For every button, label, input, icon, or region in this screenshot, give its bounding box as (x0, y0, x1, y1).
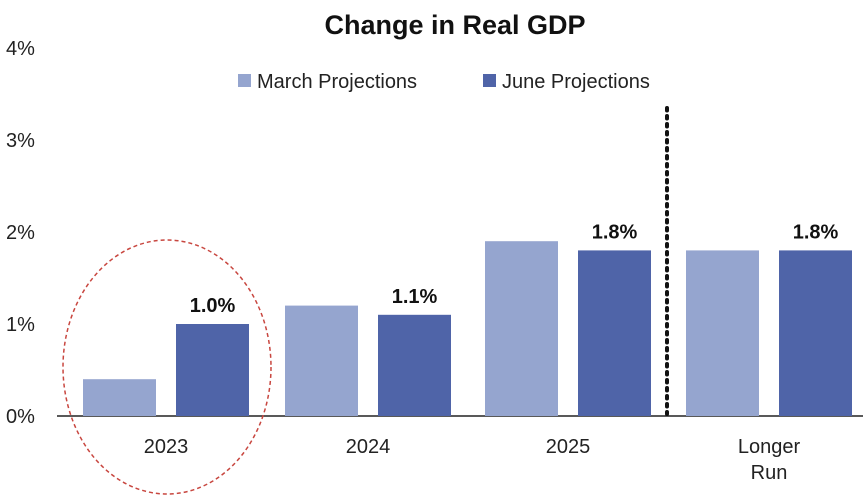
bar-june-3 (779, 250, 852, 416)
bar-june-2 (578, 250, 651, 416)
bar-march-1 (285, 305, 358, 416)
category-label: 2024 (346, 436, 391, 458)
category-label: Longer (738, 436, 801, 458)
bar-june-0 (176, 324, 249, 416)
y-tick-label: 1% (6, 314, 35, 336)
data-label-june-0: 1.0% (190, 295, 236, 317)
y-tick-label: 0% (6, 406, 35, 428)
category-labels: 2023 2024 2025 Longer Run (144, 436, 801, 484)
legend-swatch-march (238, 74, 251, 87)
bar-march-3 (686, 250, 759, 416)
legend: March Projections June Projections (238, 71, 650, 93)
data-label-june-2: 1.8% (592, 221, 638, 243)
bar-june-1 (378, 314, 451, 416)
y-axis: 0% 1% 2% 3% 4% (6, 38, 35, 428)
category-label: 2023 (144, 436, 189, 458)
legend-label-june: June Projections (502, 71, 650, 93)
category-label: Run (751, 462, 788, 484)
chart-title: Change in Real GDP (324, 10, 585, 40)
legend-label-march: March Projections (257, 71, 417, 93)
highlight-2023-circle (62, 239, 272, 495)
data-label-june-3: 1.8% (793, 221, 839, 243)
legend-swatch-june (483, 74, 496, 87)
data-labels: 1.0% 1.1% 1.8% 1.8% (190, 221, 839, 317)
data-label-june-1: 1.1% (392, 286, 438, 308)
y-tick-label: 4% (6, 38, 35, 60)
y-tick-label: 3% (6, 130, 35, 152)
bars (83, 241, 852, 416)
category-label: 2025 (546, 436, 591, 458)
y-tick-label: 2% (6, 222, 35, 244)
bar-march-2 (485, 241, 558, 416)
bar-march-0 (83, 379, 156, 416)
